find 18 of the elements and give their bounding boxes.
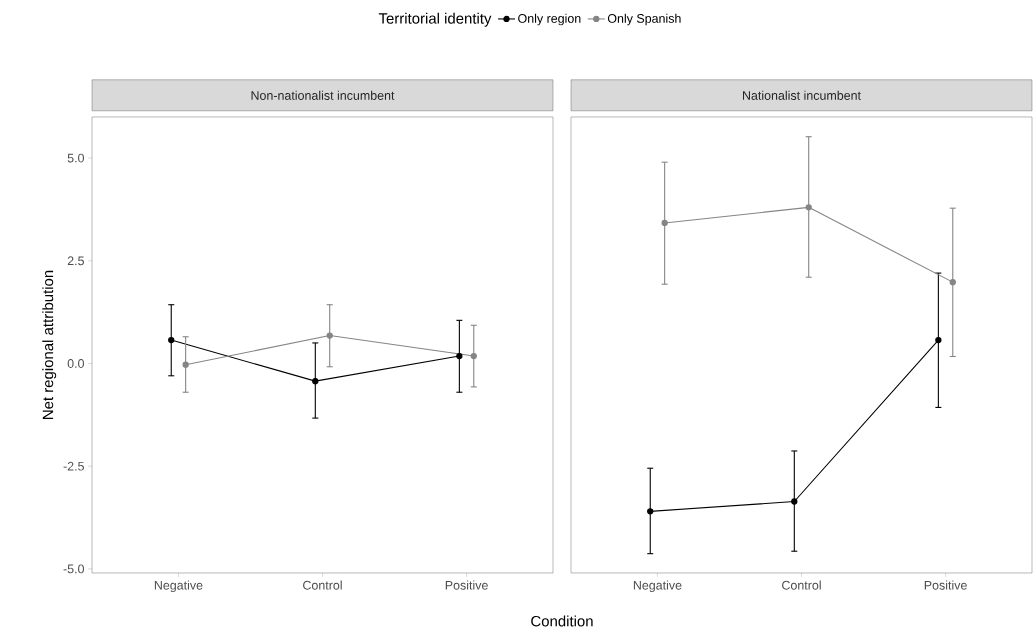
x-tick-label: Positive [445, 580, 488, 590]
x-tick-label: Control [782, 580, 821, 590]
legend-label: Only Spanish [607, 13, 681, 26]
chart-title: Nationalist incumbent [743, 90, 861, 100]
x-tick-label: Positive [924, 580, 967, 590]
x-tick-label: Control [303, 580, 342, 590]
x-axis-title: Condition [531, 615, 593, 627]
y-tick-label: -2.5 [63, 461, 84, 471]
y-tick-label: 2.5 [67, 256, 84, 266]
y-tick-label: 5.0 [67, 153, 84, 163]
y-tick-label: 0.0 [67, 359, 84, 368]
x-tick-label: Negative [633, 580, 682, 593]
chart-title: Non-nationalist incumbent [251, 90, 395, 100]
y-axis-title: Net regional attribution [42, 270, 57, 419]
legend-title: Territorial identity [378, 12, 492, 27]
legend-label: Only region [518, 13, 581, 26]
y-tick-label: -5.0 [63, 564, 84, 574]
x-tick-label: Negative [154, 580, 203, 593]
